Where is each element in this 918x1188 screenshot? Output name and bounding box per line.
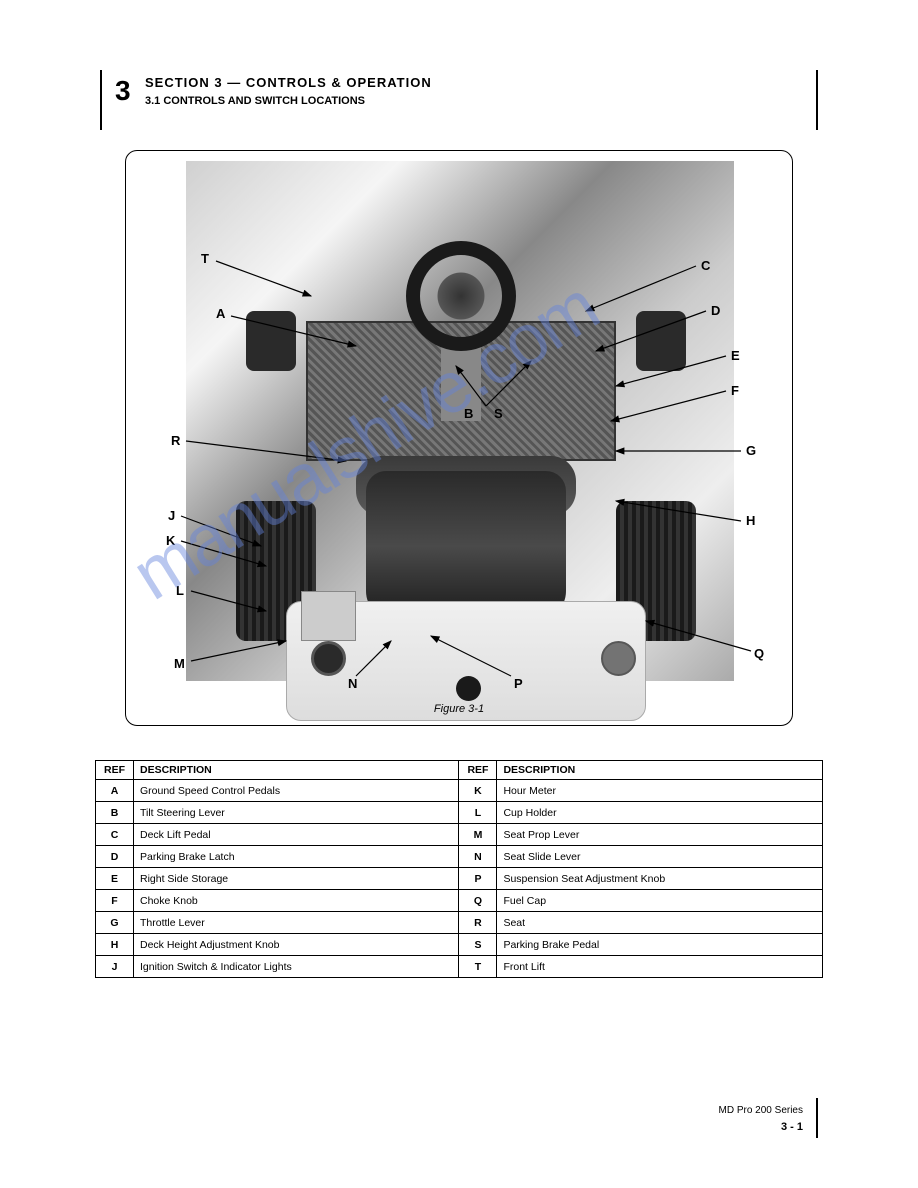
desc-cell: Tilt Steering Lever: [133, 802, 459, 824]
mower-illustration: [186, 161, 734, 681]
fuel-cap: [601, 641, 636, 676]
callout-A: A: [216, 306, 225, 321]
ref-cell: S: [459, 934, 497, 956]
front-right-wheel: [636, 311, 686, 371]
ref-cell: C: [96, 824, 134, 846]
section-subtitle: 3.1 CONTROLS AND SWITCH LOCATIONS: [145, 95, 365, 107]
callout-B: B: [464, 406, 473, 421]
ref-cell: N: [459, 846, 497, 868]
callout-L: L: [176, 583, 184, 598]
callout-R: R: [171, 433, 180, 448]
desc-cell: Seat Slide Lever: [497, 846, 823, 868]
desc-cell: Hour Meter: [497, 780, 823, 802]
ref-cell: J: [96, 956, 134, 978]
control-panel: [301, 591, 356, 641]
callout-D: D: [711, 303, 720, 318]
desc-cell: Seat: [497, 912, 823, 934]
desc-cell: Right Side Storage: [133, 868, 459, 890]
callout-P: P: [514, 676, 523, 691]
front-left-wheel: [246, 311, 296, 371]
table-row: E Right Side Storage P Suspension Seat A…: [96, 868, 823, 890]
callout-C: C: [701, 258, 710, 273]
table-header-row: REF DESCRIPTION REF DESCRIPTION: [96, 761, 823, 780]
ref-cell: M: [459, 824, 497, 846]
callout-M: M: [174, 656, 185, 671]
desc-cell: Ground Speed Control Pedals: [133, 780, 459, 802]
footer-page-number: 3 - 1: [781, 1121, 803, 1133]
callout-J: J: [168, 508, 175, 523]
header-ref-1: REF: [96, 761, 134, 780]
callout-N: N: [348, 676, 357, 691]
header-desc-1: DESCRIPTION: [133, 761, 459, 780]
table-row: J Ignition Switch & Indicator Lights T F…: [96, 956, 823, 978]
desc-cell: Throttle Lever: [133, 912, 459, 934]
desc-cell: Ignition Switch & Indicator Lights: [133, 956, 459, 978]
ref-cell: L: [459, 802, 497, 824]
desc-cell: Suspension Seat Adjustment Knob: [497, 868, 823, 890]
ref-cell: R: [459, 912, 497, 934]
table-row: D Parking Brake Latch N Seat Slide Lever: [96, 846, 823, 868]
section-number: 3: [115, 75, 131, 107]
callout-K: K: [166, 533, 175, 548]
ref-cell: F: [96, 890, 134, 912]
callout-G: G: [746, 443, 756, 458]
cup-holder: [311, 641, 346, 676]
callout-Q: Q: [754, 646, 764, 661]
desc-cell: Seat Prop Lever: [497, 824, 823, 846]
table-row: F Choke Knob Q Fuel Cap: [96, 890, 823, 912]
ref-cell: H: [96, 934, 134, 956]
table-row: G Throttle Lever R Seat: [96, 912, 823, 934]
callout-H: H: [746, 513, 755, 528]
table-row: A Ground Speed Control Pedals K Hour Met…: [96, 780, 823, 802]
desc-cell: Parking Brake Latch: [133, 846, 459, 868]
desc-cell: Front Lift: [497, 956, 823, 978]
footer-rule: [816, 1098, 818, 1138]
header-ref-2: REF: [459, 761, 497, 780]
header-desc-2: DESCRIPTION: [497, 761, 823, 780]
ref-cell: K: [459, 780, 497, 802]
mower-body: [266, 221, 666, 661]
ref-cell: A: [96, 780, 134, 802]
steering-wheel: [406, 241, 516, 351]
steering-column: [441, 341, 481, 421]
desc-cell: Deck Height Adjustment Knob: [133, 934, 459, 956]
header-rule-right: [816, 70, 818, 130]
ref-cell: P: [459, 868, 497, 890]
seat-adjust-knob: [456, 676, 481, 701]
ref-cell: G: [96, 912, 134, 934]
figure-box: T A R J K L M N P Q H G F E D C B S Figu…: [125, 150, 793, 726]
seat-cushion: [366, 471, 566, 621]
desc-cell: Fuel Cap: [497, 890, 823, 912]
figure-caption: Figure 3-1: [126, 703, 792, 715]
callout-S: S: [494, 406, 503, 421]
page-container: 3 SECTION 3 — CONTROLS & OPERATION 3.1 C…: [0, 0, 918, 1188]
section-title: SECTION 3 — CONTROLS & OPERATION: [145, 75, 432, 90]
ref-cell: B: [96, 802, 134, 824]
desc-cell: Choke Knob: [133, 890, 459, 912]
callout-T: T: [201, 251, 209, 266]
table-row: C Deck Lift Pedal M Seat Prop Lever: [96, 824, 823, 846]
table-row: B Tilt Steering Lever L Cup Holder: [96, 802, 823, 824]
desc-cell: Parking Brake Pedal: [497, 934, 823, 956]
ref-cell: T: [459, 956, 497, 978]
ref-cell: E: [96, 868, 134, 890]
footer-model: MD Pro 200 Series: [719, 1105, 803, 1116]
header-rule-left: [100, 70, 102, 130]
ref-cell: D: [96, 846, 134, 868]
desc-cell: Cup Holder: [497, 802, 823, 824]
callout-E: E: [731, 348, 740, 363]
table-row: H Deck Height Adjustment Knob S Parking …: [96, 934, 823, 956]
ref-cell: Q: [459, 890, 497, 912]
parts-reference-table: REF DESCRIPTION REF DESCRIPTION A Ground…: [95, 760, 823, 978]
desc-cell: Deck Lift Pedal: [133, 824, 459, 846]
callout-F: F: [731, 383, 739, 398]
